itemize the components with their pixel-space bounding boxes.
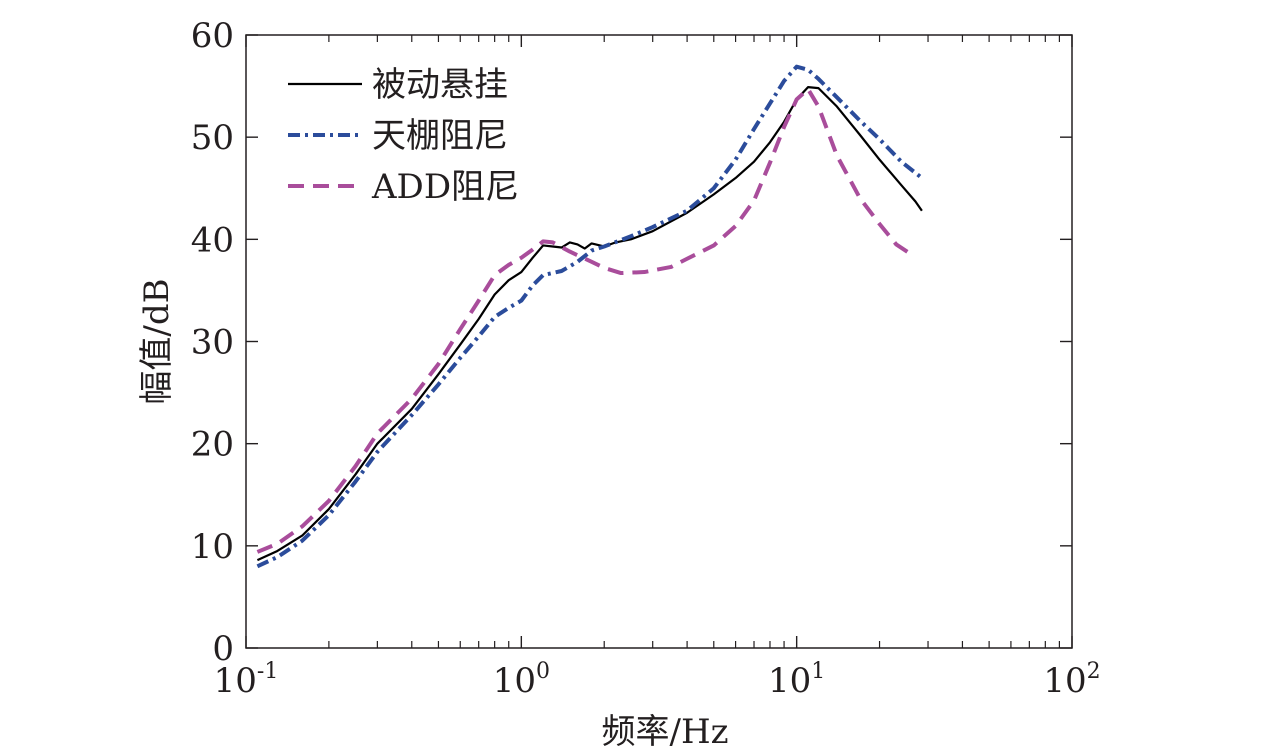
legend-label-3: ADD阻尼	[371, 167, 519, 207]
plot-frame	[245, 34, 1073, 649]
y-axis-label: 幅值/dB	[137, 278, 177, 404]
x-tick-label: 102	[1043, 659, 1100, 701]
series-lines	[256, 64, 924, 569]
series-line-1	[256, 86, 923, 562]
y-ticks: 0 10 20 30 40 50 60	[191, 16, 1072, 669]
plot-area-border	[245, 34, 1073, 649]
y-tick-label: 40	[191, 220, 234, 260]
y-tick-label: 50	[191, 118, 234, 158]
x-tick-label: 101	[768, 659, 825, 701]
x-tick-label: 10-1	[214, 659, 279, 701]
x-minor-ticks	[328, 35, 1061, 648]
y-tick-label: 20	[191, 425, 234, 465]
y-tick-label: 10	[191, 527, 234, 567]
series-line-2	[256, 64, 924, 569]
x-ticks: 10-1 100 101 102	[214, 35, 1101, 701]
y-tick-label: 0	[212, 629, 234, 669]
legend-label-1: 被动悬挂	[372, 65, 508, 105]
series-line-3	[256, 87, 915, 554]
x-axis-label: 频率/Hz	[601, 712, 728, 752]
legend-label-2: 天棚阻尼	[372, 116, 508, 156]
y-tick-label: 30	[191, 323, 234, 363]
x-tick-label: 100	[493, 659, 550, 701]
y-tick-label: 60	[191, 16, 234, 56]
